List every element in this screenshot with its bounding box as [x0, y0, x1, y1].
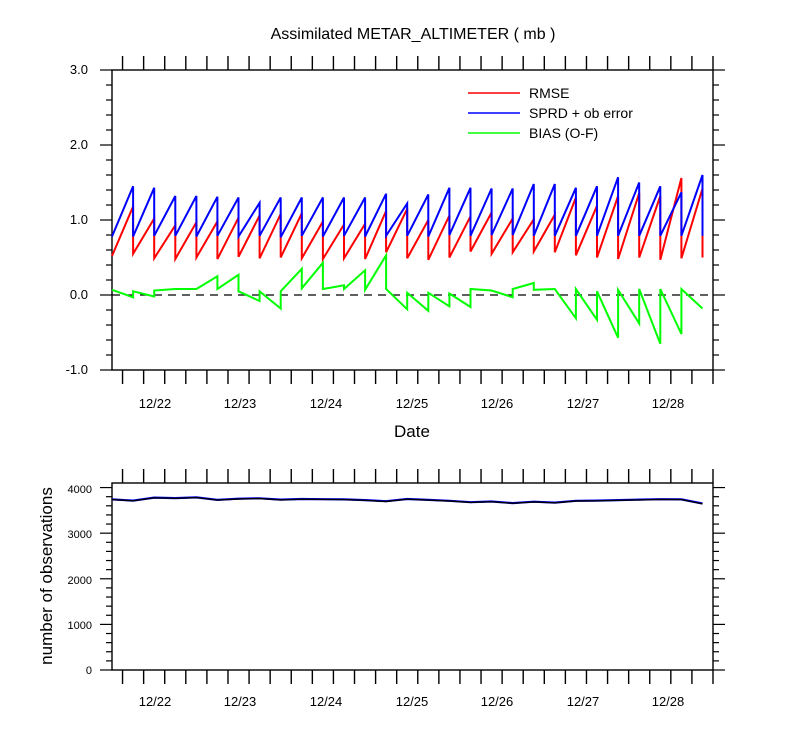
- top-series-group: [111, 174, 704, 345]
- x-tick-label-1225: 12/25: [396, 396, 429, 411]
- obs-x-tick-label-1228: 12/28: [652, 694, 685, 709]
- bottom-axis-ticks: [100, 469, 725, 684]
- y-tick-label-1.0: 1.0: [70, 212, 88, 227]
- obs-x-tick-label-1222: 12/22: [139, 694, 172, 709]
- top-y-tick-labels: 3.0 2.0 1.0 0.0 -1.0: [66, 62, 88, 377]
- top-axis-ticks: [100, 56, 725, 384]
- bottom-x-tick-labels: 12/22 12/23 12/24 12/25 12/26 12/27 12/2…: [139, 694, 685, 709]
- legend-label-rmse: RMSE: [529, 85, 569, 101]
- obs-y-axis-title: number of observations: [37, 487, 56, 665]
- y-tick-label-2.0: 2.0: [70, 137, 88, 152]
- obs-x-tick-label-1225: 12/25: [396, 694, 429, 709]
- obs-x-tick-label-1226: 12/26: [481, 694, 514, 709]
- bottom-panel: 4000 3000 2000 1000 0 number of observat…: [37, 469, 725, 709]
- obs-count-line-2: [111, 496, 703, 505]
- x-tick-label-1222: 12/22: [139, 396, 172, 411]
- x-axis-title: Date: [394, 422, 430, 441]
- y-tick-label-neg1.0: -1.0: [66, 362, 88, 377]
- obs-y-tick-label-0: 0: [86, 665, 92, 677]
- y-tick-label-0.0: 0.0: [70, 287, 88, 302]
- series-line-sprd-ob-error: [111, 174, 704, 240]
- obs-y-tick-label-4000: 4000: [68, 484, 92, 496]
- x-tick-label-1227: 12/27: [567, 396, 600, 411]
- legend: RMSE SPRD + ob error BIAS (O-F): [468, 85, 633, 141]
- legend-label-bias: BIAS (O-F): [529, 125, 598, 141]
- obs-x-tick-label-1227: 12/27: [567, 694, 600, 709]
- top-panel: Assimilated METAR_ALTIMETER ( mb ) 3.0 2…: [66, 26, 725, 441]
- series-line-bias-o-f: [111, 251, 704, 345]
- chart-title: Assimilated METAR_ALTIMETER ( mb ): [271, 26, 556, 43]
- obs-x-tick-label-1224: 12/24: [310, 694, 343, 709]
- bottom-plot-frame: [111, 482, 714, 671]
- x-tick-label-1228: 12/28: [652, 396, 685, 411]
- y-tick-label-3.0: 3.0: [70, 62, 88, 77]
- obs-x-tick-label-1223: 12/23: [224, 694, 257, 709]
- obs-y-tick-label-3000: 3000: [68, 529, 92, 541]
- legend-label-sprd: SPRD + ob error: [529, 105, 633, 121]
- top-x-tick-labels: 12/22 12/23 12/24 12/25 12/26 12/27 12/2…: [139, 396, 685, 411]
- x-tick-label-1224: 12/24: [310, 396, 343, 411]
- x-tick-label-1226: 12/26: [481, 396, 514, 411]
- obs-y-tick-label-1000: 1000: [68, 620, 92, 632]
- bottom-y-tick-labels: 4000 3000 2000 1000 0: [68, 484, 92, 677]
- x-tick-label-1223: 12/23: [224, 396, 257, 411]
- bottom-series-group: [111, 496, 703, 505]
- obs-y-tick-label-2000: 2000: [68, 575, 92, 587]
